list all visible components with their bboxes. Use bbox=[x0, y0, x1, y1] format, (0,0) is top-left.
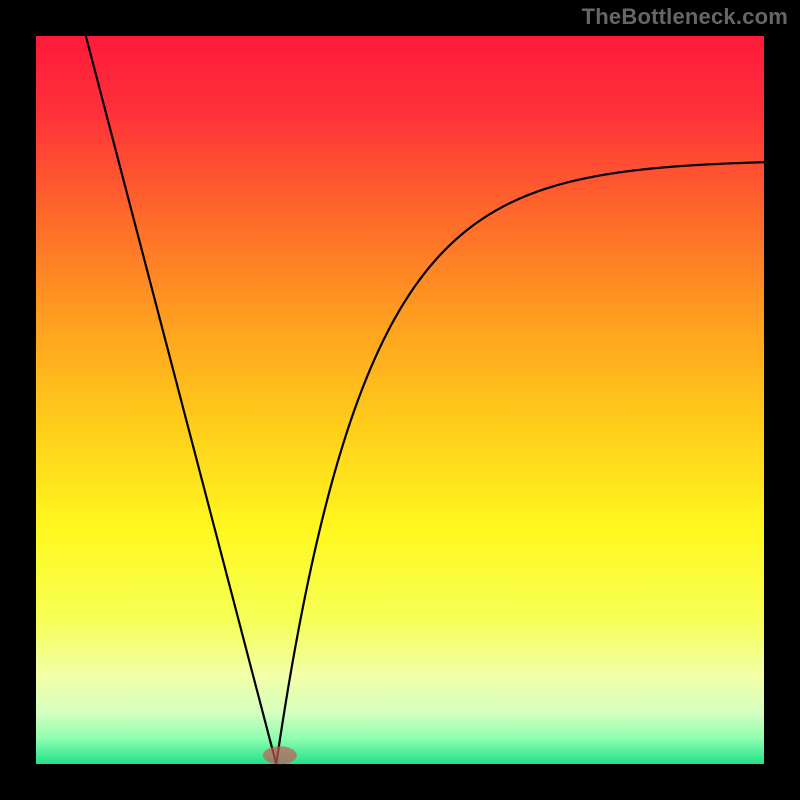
chart-svg bbox=[0, 0, 800, 800]
chart-gradient-bg bbox=[36, 36, 764, 764]
figure-root: TheBottleneck.com bbox=[0, 0, 800, 800]
watermark-text: TheBottleneck.com bbox=[582, 4, 788, 30]
optimal-marker bbox=[263, 746, 297, 764]
